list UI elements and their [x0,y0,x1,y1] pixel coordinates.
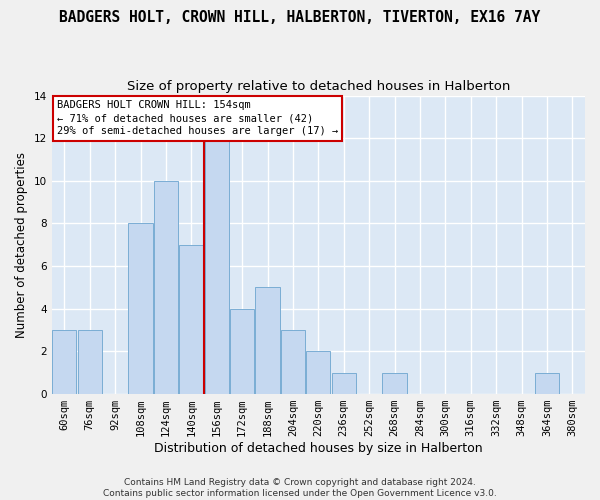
Bar [205,117,229,394]
Bar [535,373,559,394]
Y-axis label: Number of detached properties: Number of detached properties [15,152,28,338]
Bar [281,330,305,394]
Text: BADGERS HOLT CROWN HILL: 154sqm
← 71% of detached houses are smaller (42)
29% of: BADGERS HOLT CROWN HILL: 154sqm ← 71% of… [57,100,338,136]
Bar [77,330,102,394]
Title: Size of property relative to detached houses in Halberton: Size of property relative to detached ho… [127,80,510,93]
Bar [154,181,178,394]
Bar [382,373,407,394]
Bar [128,224,152,394]
Bar [52,330,76,394]
Bar [332,373,356,394]
Bar [306,352,331,394]
Bar [256,288,280,394]
Bar [230,309,254,394]
Text: Contains HM Land Registry data © Crown copyright and database right 2024.
Contai: Contains HM Land Registry data © Crown c… [103,478,497,498]
Bar [179,245,203,394]
X-axis label: Distribution of detached houses by size in Halberton: Distribution of detached houses by size … [154,442,482,455]
Text: BADGERS HOLT, CROWN HILL, HALBERTON, TIVERTON, EX16 7AY: BADGERS HOLT, CROWN HILL, HALBERTON, TIV… [59,10,541,25]
